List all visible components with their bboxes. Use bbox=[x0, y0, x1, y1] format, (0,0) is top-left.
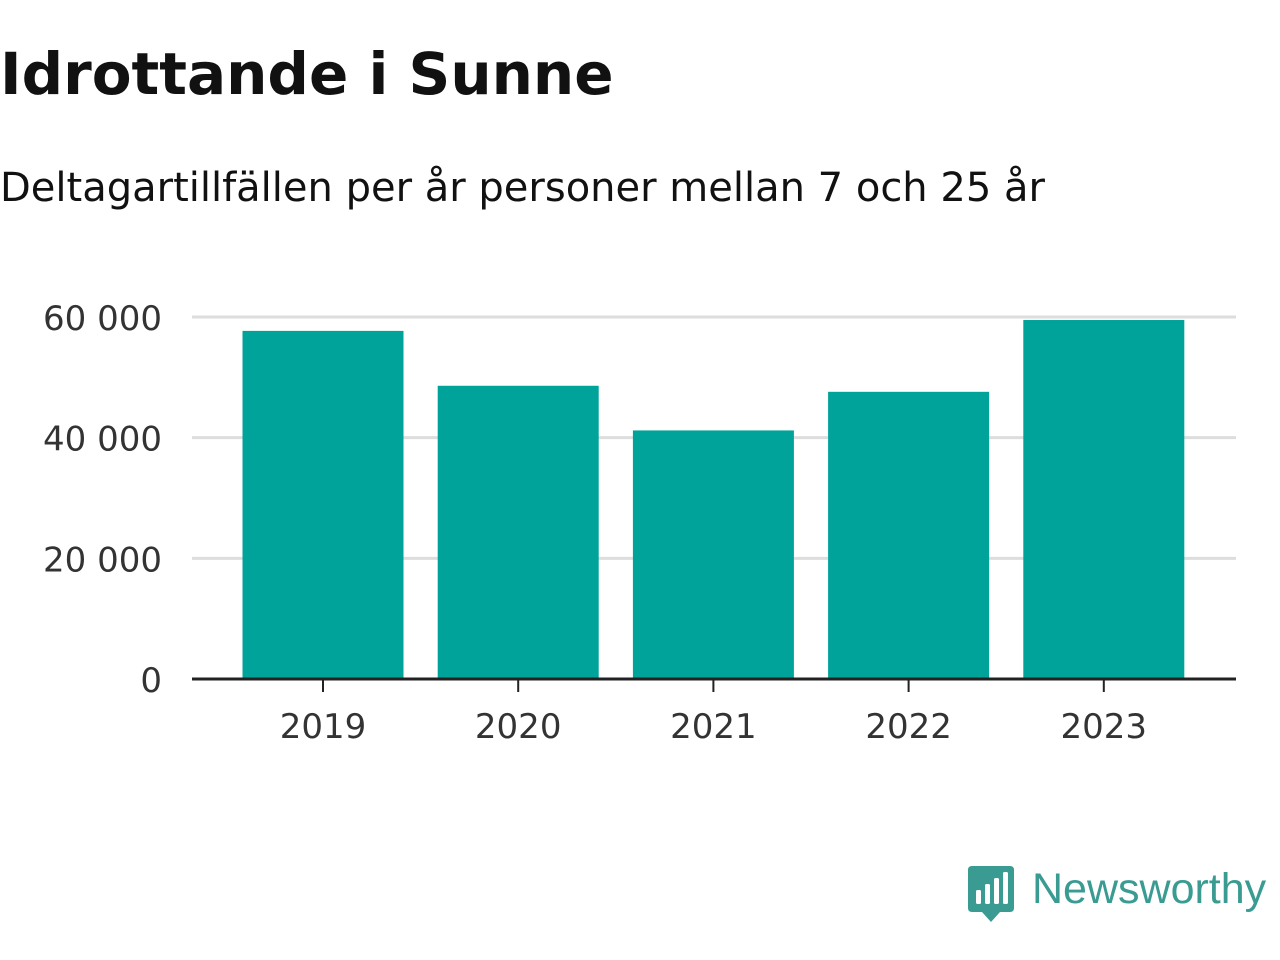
bar-2021 bbox=[632, 430, 794, 679]
tick-labels: 0 20 000 40 000 60 000 2019 2020 2021 2022 2023 bbox=[43, 299, 1147, 747]
x-tick-label: 2022 bbox=[865, 707, 952, 747]
y-tick-label: 0 bbox=[140, 661, 162, 701]
y-tick-label: 40 000 bbox=[43, 420, 162, 460]
brand-name: Newsworthy bbox=[1032, 865, 1267, 913]
chart-title: Idrottande i Sunne bbox=[0, 40, 614, 108]
bar-2023 bbox=[1023, 320, 1185, 679]
y-tick-label: 20 000 bbox=[43, 540, 162, 580]
x-tick-label: 2020 bbox=[475, 707, 562, 747]
chart-subtitle: Deltagartillfällen per år personer mella… bbox=[0, 165, 1045, 211]
bar-2020 bbox=[437, 385, 599, 679]
x-tick-label: 2019 bbox=[280, 707, 367, 747]
axes bbox=[192, 677, 1236, 692]
bar-2019 bbox=[242, 330, 404, 679]
bar-2022 bbox=[828, 391, 990, 679]
bars bbox=[242, 320, 1185, 679]
x-tick-label: 2021 bbox=[670, 707, 757, 747]
y-tick-label: 60 000 bbox=[43, 299, 162, 339]
newsworthy-logo-icon bbox=[968, 866, 1014, 922]
brand-logo: Newsworthy bbox=[966, 864, 1266, 926]
x-tick-label: 2023 bbox=[1061, 707, 1148, 747]
